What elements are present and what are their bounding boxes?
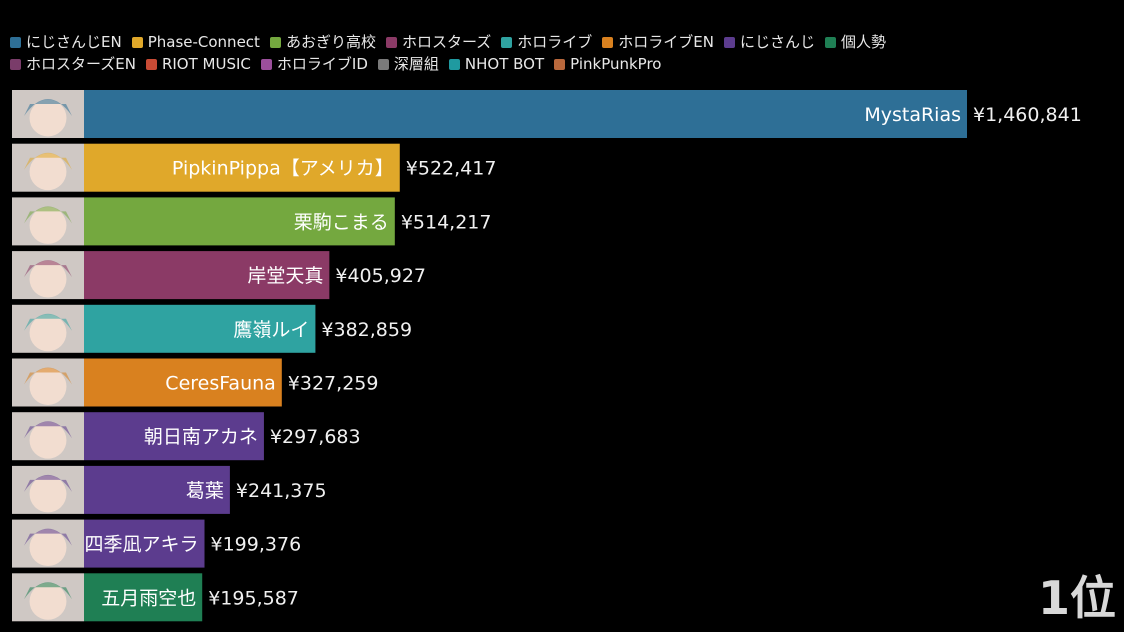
legend-label: ホロライブ	[517, 33, 593, 51]
legend-label: ホロスターズEN	[26, 55, 136, 73]
legend-swatch	[269, 36, 281, 48]
avatar-face	[29, 99, 67, 137]
legend-entry: Phase-Connect	[131, 33, 260, 51]
legend-swatch	[501, 36, 513, 48]
avatar-hair	[24, 152, 72, 170]
bar-value-label: ¥327,259	[288, 373, 379, 395]
avatar-hair	[24, 367, 72, 385]
bar-name-label: 鷹嶺ルイ	[233, 319, 309, 341]
bar-value-label: ¥241,375	[236, 480, 327, 502]
legend-entry: PinkPunkPro	[554, 55, 661, 73]
rank-label: 1位	[1037, 571, 1116, 625]
bar-value-label: ¥405,927	[335, 265, 426, 287]
legend-swatch	[824, 36, 836, 48]
avatar-hair	[24, 99, 72, 116]
avatar-hair	[24, 582, 72, 600]
legend-swatch	[10, 36, 21, 48]
legend-swatch	[10, 58, 21, 70]
bar-name-label: 朝日南アカネ	[144, 426, 258, 448]
bar-value-label: ¥195,587	[208, 587, 299, 609]
bar-value-label: ¥297,683	[270, 426, 361, 448]
legend-entry: ホロスターズ	[385, 33, 492, 51]
bar-name-label: 五月雨空也	[101, 587, 196, 609]
legend-label: あおぎり高校	[285, 33, 376, 51]
avatar-face	[29, 368, 67, 405]
bar-name-label: 栗駒こまる	[294, 211, 389, 233]
legend-entry: ホロスターズEN	[10, 55, 136, 73]
bar-value-label: ¥382,859	[321, 319, 412, 341]
legend-swatch	[145, 58, 157, 70]
bar-name-label: MystaRias	[864, 104, 961, 126]
avatar-hair	[24, 313, 72, 331]
legend-entry: RIOT MUSIC	[145, 55, 251, 73]
legend-label: Phase-Connect	[147, 33, 260, 51]
legend-entry: ホロライブID	[260, 55, 368, 73]
avatar-face	[29, 475, 67, 513]
avatar-face	[29, 529, 67, 567]
bar	[84, 573, 203, 622]
avatar-hair	[24, 206, 72, 224]
legend-label: にじさんじ	[739, 33, 815, 51]
avatar-face	[29, 314, 67, 352]
avatar-hair	[24, 260, 72, 278]
avatar-face	[29, 206, 67, 244]
bar	[84, 358, 282, 407]
bar-name-label: CeresFauna	[165, 373, 276, 395]
avatar-face	[29, 421, 67, 459]
legend-swatch	[131, 36, 143, 48]
avatar-hair	[24, 528, 72, 546]
avatar-face	[29, 582, 67, 620]
legend-entry: にじさんじ	[723, 33, 815, 51]
legend-swatch	[723, 36, 735, 48]
bar-name-label: 岸堂天真	[247, 265, 323, 287]
avatar-hair	[24, 421, 72, 439]
legend-swatch	[377, 58, 389, 70]
legend-entry: NHOT BOT	[448, 55, 545, 73]
bar	[84, 143, 400, 192]
bar-value-label: ¥199,376	[211, 534, 302, 556]
bar	[84, 519, 205, 568]
bar	[84, 465, 230, 514]
legend-label: ホロライブEN	[618, 33, 714, 51]
legend-label: PinkPunkPro	[570, 55, 662, 73]
chart-legend: にじさんじEN Phase-Connect あおぎり高校 ホロスターズ ホロライブ ホロラ…	[10, 33, 1010, 73]
legend-entry: にじさんじEN	[10, 33, 122, 51]
avatar-hair	[24, 474, 72, 492]
legend-label: NHOT BOT	[464, 55, 545, 73]
avatar-face	[29, 260, 67, 298]
bar-value-label: ¥1,460,841	[973, 104, 1082, 126]
legend-entry: 深層組	[377, 55, 439, 73]
legend-label: 個人勢	[840, 33, 886, 51]
bar	[84, 197, 395, 246]
legend-entry: あおぎり高校	[269, 33, 376, 51]
legend-label: RIOT MUSIC	[161, 55, 251, 73]
bar-value-label: ¥522,417	[406, 158, 497, 180]
bar	[84, 90, 967, 138]
legend-swatch	[448, 58, 460, 70]
bar	[84, 251, 330, 300]
legend-swatch	[385, 36, 397, 48]
bar-name-label: 四季凪アキラ	[84, 534, 198, 556]
legend-entry: ホロライブEN	[602, 33, 714, 51]
bar	[84, 304, 316, 353]
legend-swatch	[602, 36, 614, 48]
legend-label: にじさんじEN	[26, 33, 122, 51]
bar-name-label: 葛葉	[186, 480, 224, 502]
legend-label: 深層組	[393, 55, 439, 73]
bar	[84, 412, 264, 461]
avatar-face	[29, 153, 67, 191]
legend-entry: ホロライブ	[501, 33, 592, 51]
legend-swatch	[554, 58, 566, 70]
legend-label: ホロライブID	[276, 55, 368, 73]
legend-entry: 個人勢	[824, 33, 886, 51]
bar-name-label: PipkinPippa【アメリカ】	[172, 158, 394, 180]
bar-value-label: ¥514,217	[401, 211, 492, 233]
legend-label: ホロスターズ	[401, 33, 492, 51]
legend-swatch	[260, 58, 272, 70]
